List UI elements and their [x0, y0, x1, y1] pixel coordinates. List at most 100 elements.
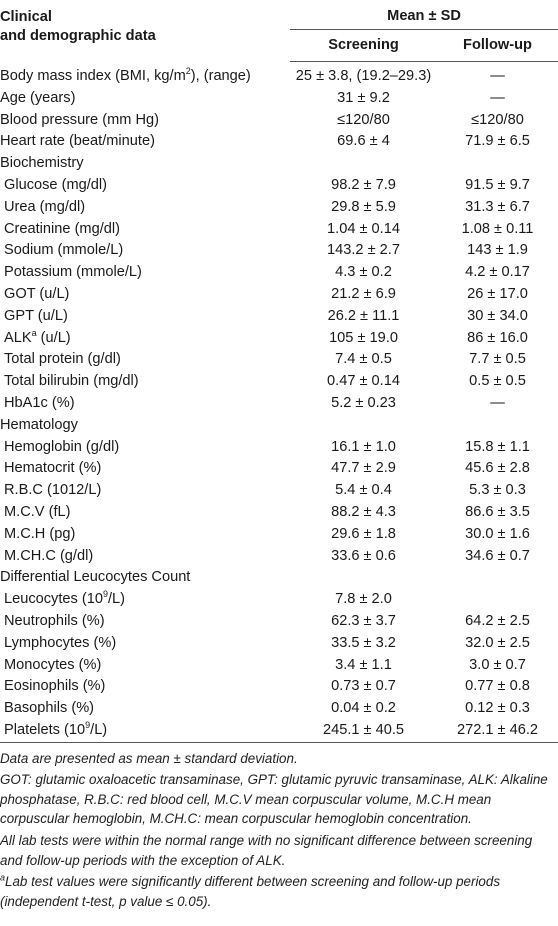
- cell-screening: 33.5 ± 3.2: [331, 634, 396, 651]
- row-label: Total bilirubin (mg/dl): [0, 371, 290, 393]
- row-label-text: M.C.H (pg): [4, 525, 76, 542]
- row-label-text: Urea (mg/dl): [4, 198, 86, 215]
- row-label-text: Basophils (%): [4, 700, 95, 717]
- row-label-text: Sodium (mmole/L): [4, 242, 124, 259]
- row-label: Basophils (%): [0, 698, 290, 720]
- row-label-text: Neutrophils (%): [4, 612, 105, 629]
- row-label-text: Differential Leucocytes Count: [0, 569, 191, 586]
- cell-screening: 7.8 ± 2.0: [335, 591, 392, 608]
- cell-followup: —: [490, 68, 505, 84]
- footnote-3: All lab tests were within the normal ran…: [0, 833, 533, 868]
- row-label-text: M.C.V (fL): [4, 503, 71, 520]
- cell-screening: 0.47 ± 0.14: [327, 373, 400, 390]
- row-label-text: Platelets (10: [4, 721, 86, 738]
- table-row: Biochemistry: [0, 153, 558, 175]
- cell-followup: 86 ± 16.0: [467, 329, 528, 346]
- row-label-text: Hematology: [0, 416, 78, 433]
- footnote-4: aLab test values were significantly diff…: [0, 872, 558, 911]
- row-label: ALKa (u/L): [0, 328, 290, 350]
- row-label-text: GPT (u/L): [4, 307, 68, 324]
- table-row: Body mass index (BMI, kg/m2), (range) 25 …: [0, 62, 558, 88]
- cell-screening: [290, 415, 437, 437]
- row-label: Urea (mg/dl): [0, 197, 290, 219]
- cell-followup: 86.6 ± 3.5: [465, 503, 530, 520]
- row-label-text: Lymphocytes (%): [4, 634, 117, 651]
- row-label: Body mass index (BMI, kg/m2), (range): [0, 62, 290, 88]
- row-label: HbA1c (%): [0, 393, 290, 415]
- row-label-text: Eosinophils (%): [4, 678, 106, 695]
- header-line-1: Clinical: [0, 9, 52, 25]
- cell-followup: 272.1 ± 46.2: [437, 719, 558, 743]
- table-row: Blood pressure (mm Hg) ≤120/80 ≤120/80: [0, 110, 558, 132]
- header-line-2: and demographic data: [0, 28, 156, 44]
- cell-followup: 0.77 ± 0.8: [465, 678, 530, 695]
- row-label: Lymphocytes (%): [0, 633, 290, 655]
- cell-followup: 7.7 ± 0.5: [469, 351, 526, 368]
- row-label-superscript: a: [31, 327, 37, 338]
- table-row: Glucose (mg/dl) 98.2 ± 7.9 91.5 ± 9.7: [0, 175, 558, 197]
- row-label: Potassium (mmole/L): [0, 262, 290, 284]
- row-label: Blood pressure (mm Hg): [0, 110, 290, 132]
- cell-followup: 32.0 ± 2.5: [465, 634, 530, 651]
- row-label-tail: (u/L): [36, 329, 71, 346]
- table-row: Heart rate (beat/minute) 69.6 ± 4 71.9 ± 6…: [0, 131, 558, 153]
- row-label-text: Total bilirubin (mg/dl): [4, 373, 139, 390]
- row-label: Heart rate (beat/minute): [0, 131, 290, 153]
- column-header-screening: Screening: [290, 29, 437, 62]
- cell-screening: 16.1 ± 1.0: [331, 438, 396, 455]
- cell-followup: 1.08 ± 0.11: [461, 220, 534, 237]
- cell-screening: 245.1 ± 40.5: [290, 719, 437, 743]
- cell-screening: 47.7 ± 2.9: [331, 460, 396, 477]
- footnote-marker: a: [0, 872, 6, 883]
- table-row: Creatinine (mg/dl) 1.04 ± 0.14 1.08 ± 0.11: [0, 219, 558, 241]
- row-label: Total protein (g/dl): [0, 349, 290, 371]
- cell-followup: 45.6 ± 2.8: [465, 460, 530, 477]
- footnote-1: Data are presented as mean ± standard de…: [0, 750, 298, 766]
- row-label: M.C.V (fL): [0, 502, 290, 524]
- table-row: Eosinophils (%) 0.73 ± 0.7 0.77 ± 0.8: [0, 676, 558, 698]
- row-label-text: HbA1c (%): [4, 394, 75, 411]
- clinical-data-table: Clinical and demographic data Mean ± SD …: [0, 0, 558, 743]
- row-label-tail: /L): [90, 721, 108, 738]
- footnote-2: GOT: glutamic oxaloacetic transaminase, …: [0, 772, 548, 827]
- cell-screening: 31 ± 9.2: [337, 89, 390, 106]
- cell-screening: 5.2 ± 0.23: [331, 394, 396, 411]
- column-group-header-mean-sd: Mean ± SD: [290, 0, 558, 30]
- table-row: GOT (u/L) 21.2 ± 6.9 26 ± 17.0: [0, 284, 558, 306]
- row-label: Age (years): [0, 88, 290, 110]
- row-label-text: Hemoglobin (g/dl): [4, 438, 120, 455]
- cell-followup: 34.6 ± 0.7: [465, 547, 530, 564]
- row-label-text: Monocytes (%): [4, 656, 102, 673]
- table-row: HbA1c (%) 5.2 ± 0.23 —: [0, 393, 558, 415]
- cell-followup: 91.5 ± 9.7: [465, 176, 530, 193]
- cell-followup: 0.5 ± 0.5: [469, 373, 526, 390]
- cell-screening: 5.4 ± 0.4: [335, 482, 392, 499]
- cell-screening: [290, 153, 437, 175]
- row-label-text: Glucose (mg/dl): [4, 176, 107, 193]
- table-row: Urea (mg/dl) 29.8 ± 5.9 31.3 ± 6.7: [0, 197, 558, 219]
- cell-screening: 62.3 ± 3.7: [331, 612, 396, 629]
- row-label: Leucocytes (109/L): [0, 589, 290, 611]
- table-row: Differential Leucocytes Count: [0, 567, 558, 589]
- table-row: Lymphocytes (%) 33.5 ± 3.2 32.0 ± 2.5: [0, 633, 558, 655]
- cell-followup: ≤120/80: [471, 111, 524, 128]
- column-header-clinical-data: Clinical and demographic data: [0, 0, 290, 62]
- row-label: Differential Leucocytes Count: [0, 567, 290, 589]
- cell-screening: 98.2 ± 7.9: [331, 176, 396, 193]
- cell-followup: 15.8 ± 1.1: [465, 438, 530, 455]
- cell-followup: 30.0 ± 1.6: [465, 525, 530, 542]
- table-row: Total protein (g/dl) 7.4 ± 0.5 7.7 ± 0.5: [0, 349, 558, 371]
- row-label: Sodium (mmole/L): [0, 240, 290, 262]
- table-row: Sodium (mmole/L) 143.2 ± 2.7 143 ± 1.9: [0, 240, 558, 262]
- row-label-text: R.B.C (1012/L): [4, 482, 102, 499]
- table-row: Monocytes (%) 3.4 ± 1.1 3.0 ± 0.7: [0, 655, 558, 677]
- cell-screening: 0.04 ± 0.2: [331, 700, 396, 717]
- table-row: Total bilirubin (mg/dl) 0.47 ± 0.14 0.5 ± …: [0, 371, 558, 393]
- table-row: Platelets (109/L) 245.1 ± 40.5 272.1 ± 46.…: [0, 719, 558, 743]
- row-label-text: Heart rate (beat/minute): [0, 133, 155, 150]
- row-label: Platelets (109/L): [0, 719, 290, 743]
- cell-screening: [290, 567, 437, 589]
- row-label-text: Blood pressure (mm Hg): [0, 111, 159, 128]
- cell-followup: 5.3 ± 0.3: [469, 482, 526, 499]
